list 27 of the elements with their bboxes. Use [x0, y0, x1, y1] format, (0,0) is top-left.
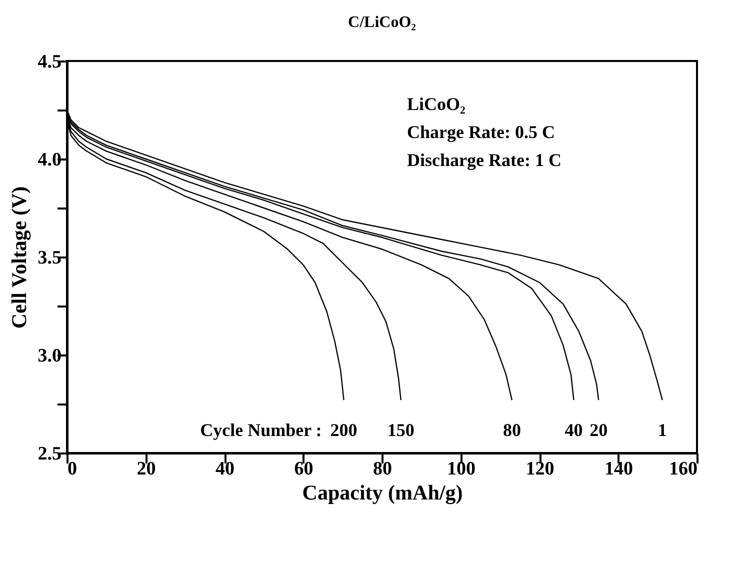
- x-tick-label: 120: [526, 458, 554, 480]
- annotation: LiCoO₂: [407, 94, 466, 114]
- y-tick-label: 4.5: [38, 52, 62, 72]
- series-label: 40: [564, 420, 583, 440]
- y-tick-label: 4.0: [38, 150, 62, 170]
- y-axis-title: Cell Voltage (V): [6, 186, 31, 329]
- annotation: Discharge Rate: 1 C: [407, 150, 562, 170]
- y-tick-label: 2.5: [38, 444, 62, 464]
- x-tick-label: 0: [68, 458, 77, 480]
- series-label: 80: [502, 420, 521, 440]
- x-tick-label: 40: [216, 458, 234, 480]
- chart-title: C/LiCoO₂: [348, 14, 416, 31]
- x-tick-label: 60: [294, 458, 314, 480]
- y-tick-label: 3.5: [38, 248, 62, 268]
- y-tick-label: 3.0: [38, 346, 62, 366]
- annotation: Charge Rate: 0.5 C: [407, 122, 555, 142]
- x-axis-title: Capacity (mAh/g): [302, 480, 463, 504]
- x-tick-label: 80: [373, 458, 392, 480]
- series-label: 20: [590, 420, 608, 440]
- series-label: 200: [330, 420, 358, 440]
- x-tick-label: 100: [447, 458, 476, 480]
- x-tick-label: 20: [136, 458, 156, 480]
- series-label: 150: [387, 420, 414, 440]
- series-label: 1: [658, 420, 667, 440]
- x-tick-label: 160: [669, 458, 698, 480]
- annotation: Cycle Number :: [200, 420, 322, 440]
- x-tick-label: 140: [604, 458, 633, 480]
